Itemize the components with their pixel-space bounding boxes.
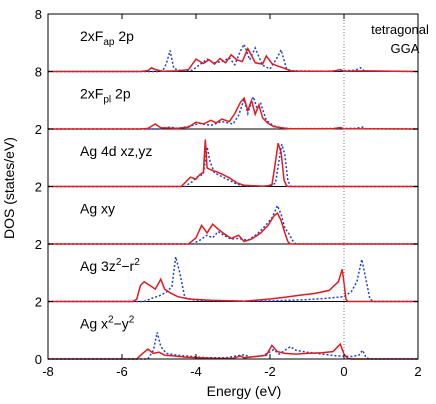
annotation-gga: GGA	[391, 41, 420, 56]
annotation-tetragonal: tetragonal	[371, 22, 429, 37]
dos-curve-red	[48, 211, 418, 245]
panel-label-part: 2xF	[80, 28, 103, 44]
x-axis-label: Energy (eV)	[207, 383, 282, 399]
dos-curve-red	[48, 139, 418, 188]
y-tick-label: 2	[35, 295, 42, 310]
y-tick-label: 8	[35, 65, 42, 80]
panel-label-part: Ag x	[80, 316, 108, 332]
panel-label-part: 2p	[114, 28, 134, 44]
dos-curve-red	[48, 46, 419, 73]
dos-curve-red	[48, 342, 418, 360]
panel-label-part: 2	[129, 315, 135, 326]
plot-frame	[47, 13, 419, 360]
panel-label: Ag x2−y2	[80, 315, 135, 332]
y-tick-label: 2	[35, 122, 42, 137]
y-tick-label: 8	[35, 7, 42, 22]
dos-curve-blue	[48, 332, 418, 360]
y-tick-label: 2	[35, 180, 42, 195]
panel-1: 2 2xFpl 2p	[35, 86, 419, 137]
y-tick-label: 0	[35, 352, 42, 367]
panel-label-part: Ag xy	[80, 201, 115, 217]
panel-label-part: pl	[103, 95, 111, 106]
panel-0: 8 8 2xFap 2p	[35, 7, 419, 80]
dos-curve-blue	[48, 144, 418, 188]
y-axis-label: DOS (states/eV)	[1, 137, 17, 239]
dos-curve-blue	[48, 256, 418, 303]
panel-label: Ag 4d xz,yz	[80, 143, 152, 159]
panel-label-part: Ag 4d xz,yz	[80, 143, 152, 159]
dos-curve-blue	[48, 203, 418, 245]
panel-label-part: 2p	[111, 86, 131, 102]
panel-label: Ag 3z2−r2	[80, 257, 140, 274]
y-tick-label: 2	[35, 237, 42, 252]
panel-label-part: Ag 3z	[80, 258, 116, 274]
x-tick-label: 0	[340, 364, 347, 379]
x-tick-label: 2	[414, 364, 421, 379]
x-tick-label: -4	[190, 364, 202, 379]
panel-label: 2xFpl 2p	[80, 86, 131, 106]
panel-label-part: 2	[116, 257, 122, 268]
dos-curve-red	[48, 96, 419, 130]
panel-label-part: −y	[114, 316, 129, 332]
x-tick-label: -6	[116, 364, 128, 379]
panel-label: Ag xy	[80, 201, 115, 217]
dos-curve-blue	[48, 42, 419, 73]
panel-label: 2xFap 2p	[80, 28, 134, 48]
panel-label-part: ap	[103, 37, 115, 48]
panel-label-part: 2xF	[80, 86, 103, 102]
x-tick-label: -2	[264, 364, 276, 379]
panel-2: 2 Ag 4d xz,yz	[35, 139, 418, 195]
dos-curve-red	[48, 269, 418, 303]
panel-label-part: −r	[121, 258, 134, 274]
x-tick-label: -8	[42, 364, 54, 379]
panel-3: 2 Ag xy	[35, 201, 418, 252]
panel-label-part: 2	[108, 315, 114, 326]
panel-label-part: 2	[134, 257, 140, 268]
panel-4: 2Ag 3z2−r2	[35, 256, 418, 310]
